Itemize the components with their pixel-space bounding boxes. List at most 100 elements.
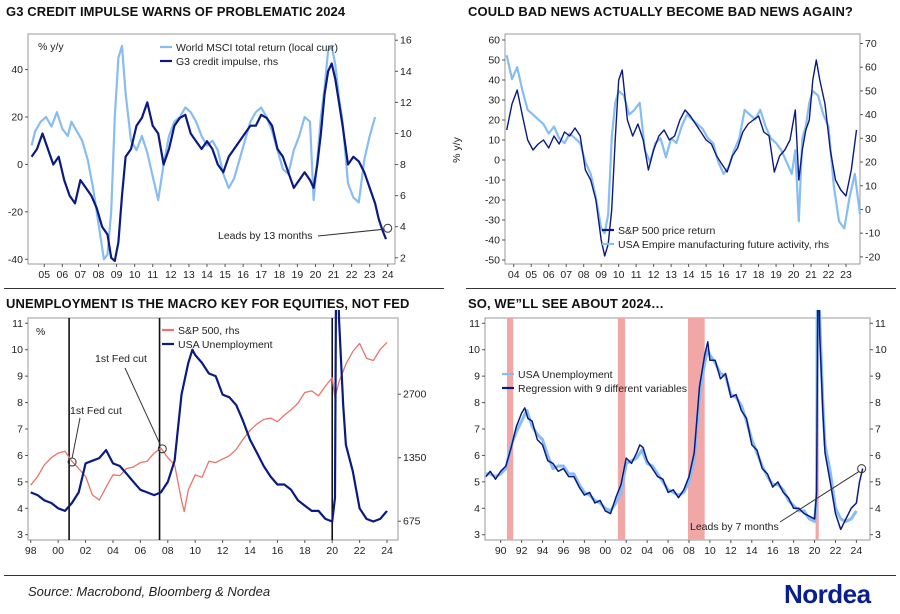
x-tick-label: 13	[665, 269, 677, 281]
x-tick-label: 18	[273, 269, 285, 281]
y2-tick-label: 10	[400, 128, 412, 140]
x-tick-label: 21	[328, 269, 340, 281]
x-tick-label: 10	[129, 269, 141, 281]
x-tick-label: 07	[75, 269, 87, 281]
series-line-sp500-return	[506, 59, 858, 257]
legend-entry: Regression with 9 different variables	[518, 383, 687, 395]
nordea-logo: Nordea	[784, 579, 871, 609]
y2-tick-label: 10	[865, 180, 877, 192]
x-tick-label: 16	[272, 545, 284, 557]
recession-band	[506, 318, 514, 540]
y2-tick-label: 70	[865, 38, 877, 50]
y-axis-label: % y/y	[451, 136, 463, 162]
x-tick-label: 09	[111, 269, 123, 281]
annotation-leader	[779, 471, 859, 523]
x-tick-label: 08	[93, 269, 105, 281]
x-tick-label: 02	[620, 545, 632, 557]
x-tick-label: 05	[38, 269, 50, 281]
series-line-usa-unemployment	[486, 310, 858, 523]
legend-entry: USA Unemployment	[518, 369, 613, 381]
x-tick-label: 98	[579, 545, 591, 557]
recession-band	[617, 318, 626, 540]
annotation-marker	[857, 464, 867, 474]
x-tick-label: 00	[52, 545, 64, 557]
y-tick-label: 6	[474, 450, 480, 462]
chart-see-about-2024: 3 4 5 6 7 8 9 10 11 3 4 5 6 7 8 9 10 11 90 92 94 96 98 00 02 04 06…	[468, 310, 887, 557]
panel-title: COULD BAD NEWS ACTUALLY BECOME BAD NEWS …	[468, 4, 853, 19]
x-tick-label: 08	[578, 269, 590, 281]
annotation-text: Leads by 13 months	[218, 230, 313, 242]
y2-tick-label: -20	[865, 251, 880, 263]
x-tick-label: 20	[310, 269, 322, 281]
y-tick-label: 20	[11, 111, 23, 123]
x-tick-label: 21	[805, 269, 817, 281]
y-tick-label: 0	[17, 159, 23, 171]
x-tick-label: 05	[525, 269, 537, 281]
y2-tick-label: 12	[400, 97, 412, 109]
x-tick-label: 14	[244, 545, 256, 557]
y-axis-label: %	[36, 326, 45, 338]
x-tick-label: 20	[326, 545, 338, 557]
panel-see-about-2024: SO, WE”LL SEE ABOUT 2024… 3 4 5 6 7 8 9 10 11 3 4 5…	[450, 292, 900, 572]
plot-frame	[504, 33, 861, 265]
divider-bottom	[4, 575, 896, 576]
x-tick-label: 96	[558, 545, 570, 557]
y-tick-label: -40	[485, 235, 500, 247]
series-line-regression	[485, 310, 864, 531]
y2-tick-label: 50	[865, 85, 877, 97]
y2-tick-label: 2700	[403, 389, 427, 401]
panel-g3-credit-impulse: G3 CREDIT IMPULSE WARNS OF PROBLEMATIC 2…	[0, 0, 450, 290]
x-tick-label: 16	[718, 269, 730, 281]
x-tick-label: 22	[830, 545, 842, 557]
y-tick-label: 9	[17, 371, 23, 383]
x-tick-label: 18	[788, 545, 800, 557]
series-line-sp500	[30, 341, 388, 513]
series-line-g3-credit-impulse	[30, 62, 388, 262]
y-tick-label: 40	[11, 64, 23, 76]
x-tick-label: 10	[613, 269, 625, 281]
x-tick-label: 07	[560, 269, 572, 281]
y-tick-label: 0	[494, 155, 500, 167]
y-tick-label: 6	[17, 450, 23, 462]
x-tick-label: 94	[537, 545, 549, 557]
plot-frame	[484, 317, 871, 541]
x-tick-label: 04	[107, 545, 119, 557]
x-tick-label: 14	[201, 269, 213, 281]
annotation-text: Leads by 7 months	[690, 521, 779, 533]
x-tick-label: 17	[255, 269, 267, 281]
y2-tick-label: 6	[400, 190, 406, 202]
legend-entry: World MSCI total return (local curr)	[176, 42, 338, 54]
y-tick-label: -20	[8, 206, 23, 218]
y-tick-label: 7	[17, 424, 23, 436]
x-tick-label: 12	[165, 269, 177, 281]
x-tick-label: 24	[382, 269, 394, 281]
y-axis-label: % y/y	[38, 41, 64, 53]
x-tick-label: 19	[292, 269, 304, 281]
y2-tick-label: 60	[865, 62, 877, 74]
y-tick-label: -30	[485, 215, 500, 227]
y-tick-label: 20	[488, 115, 500, 127]
divider-top-right	[466, 288, 896, 289]
x-tick-label: 09	[595, 269, 607, 281]
y-tick-label: 11	[469, 318, 480, 330]
y-tick-label: 40	[488, 75, 500, 87]
annotation-leader	[71, 417, 81, 459]
y-tick-label: 3	[17, 529, 23, 541]
chart-unemployment-equities: 3 4 5 6 7 8 9 10 11 675 1350 2700% 98 00 02 04 06 08 10 12 1…	[11, 310, 427, 557]
legend-entry: G3 credit impulse, rhs	[176, 56, 278, 68]
y-tick-label: 8	[17, 397, 23, 409]
panel-title: SO, WE”LL SEE ABOUT 2024…	[468, 296, 665, 311]
x-tick-label: 20	[788, 269, 800, 281]
legend-entry: S&P 500, rhs	[178, 325, 240, 337]
y-tick-label: -50	[485, 255, 500, 267]
x-tick-label: 06	[662, 545, 674, 557]
y-tick-label: 4	[474, 503, 480, 515]
chart-bad-news: -50 -40 -30 -20 -10 0 10 20 30 40 50 60 -20 -10 0 10 20 3…	[451, 33, 880, 281]
x-tick-label: 12	[217, 545, 229, 557]
y-tick-label: 5	[17, 476, 23, 488]
x-tick-label: 20	[809, 545, 821, 557]
y2-tick-label: 8	[875, 397, 881, 409]
y-tick-label: 3	[474, 529, 480, 541]
annotation-leader	[124, 367, 161, 446]
x-tick-label: 08	[683, 545, 695, 557]
